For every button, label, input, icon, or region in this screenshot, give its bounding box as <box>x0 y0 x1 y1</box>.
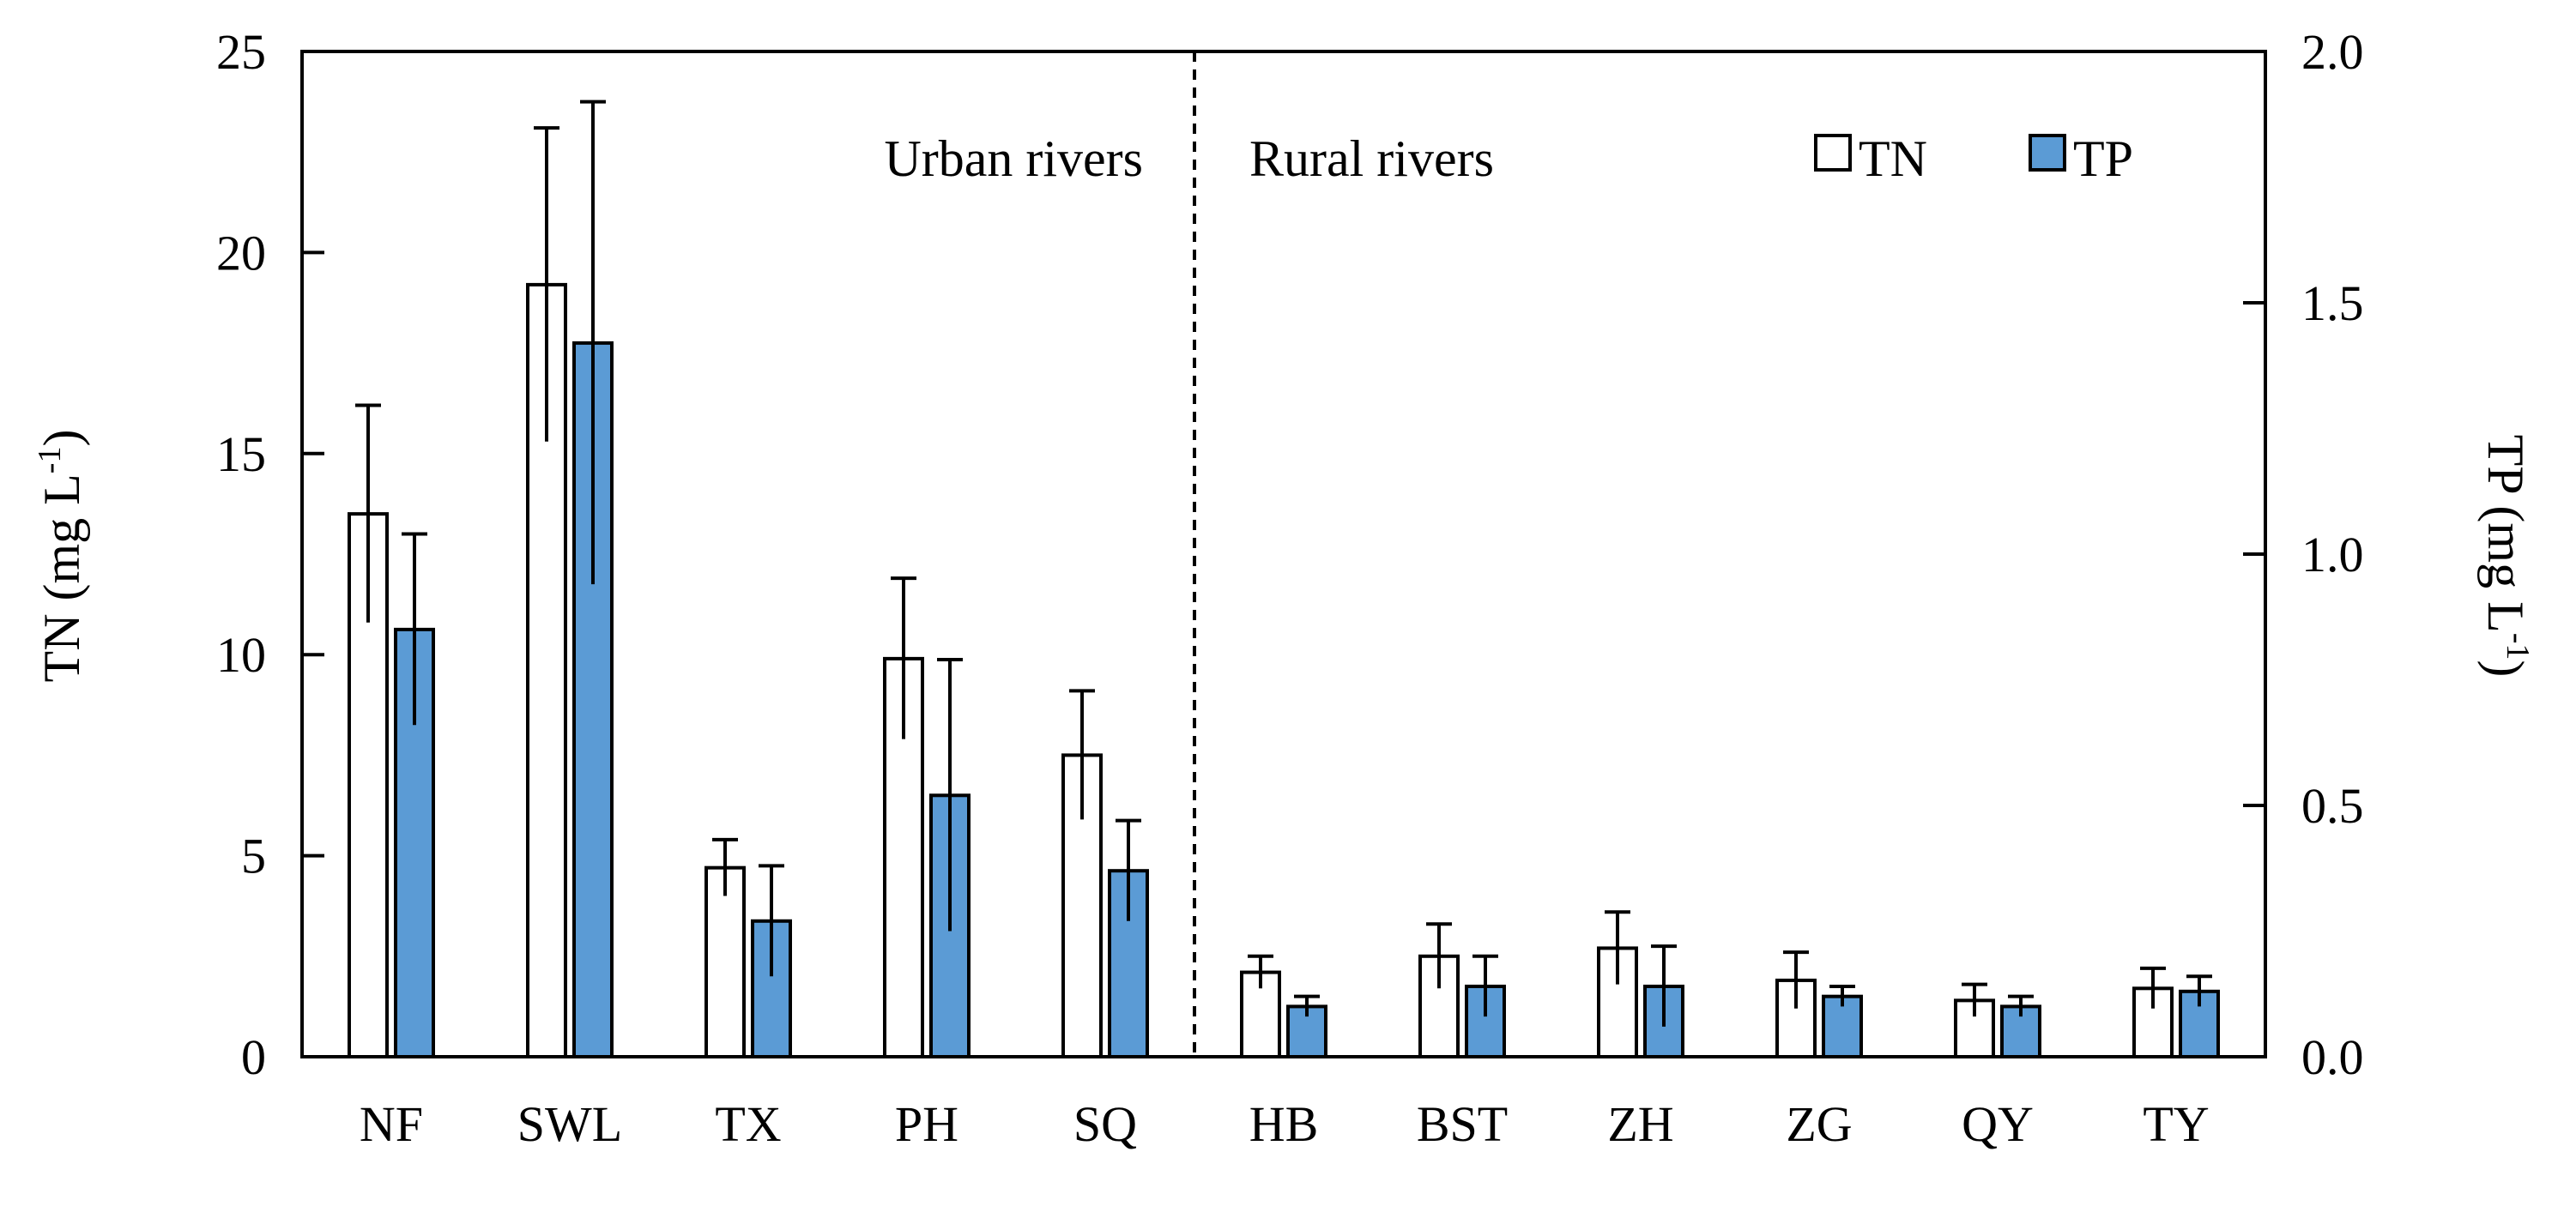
y-right-tick-label-2: 1.0 <box>2301 527 2364 582</box>
legend-swatch-tp <box>2029 134 2066 172</box>
x-tick-label-tx: TX <box>715 1096 781 1152</box>
y-left-tick-label-5: 25 <box>216 24 266 80</box>
y-right-tick-label-3: 1.5 <box>2301 275 2364 331</box>
x-tick-label-zg: ZG <box>1786 1096 1852 1152</box>
y-left-tick-label-2: 10 <box>216 627 266 683</box>
bars-layer <box>348 99 2220 1059</box>
x-tick-label-qy: QY <box>1962 1096 2034 1152</box>
legend-swatch-tn <box>1814 134 1852 172</box>
bar-tp-hb <box>1286 1004 1327 1059</box>
x-tick-label-ty: TY <box>2143 1096 2209 1152</box>
urban-rivers-label: Urban rivers <box>884 130 1143 187</box>
legend: TN TP <box>1814 130 2133 187</box>
y-left-tick-label-3: 15 <box>216 426 266 482</box>
y-right-tick-label-1: 0.5 <box>2301 778 2364 834</box>
x-tick-label-ph: PH <box>895 1096 958 1152</box>
axes-layer: NF SWL TX PH SQ HB BST ZH ZG QY TY 0 5 10 15 20 25 0.0 0.5… <box>216 24 2364 1152</box>
legend-label-tn: TN <box>1859 130 1927 187</box>
x-tick-label-hb: HB <box>1249 1096 1319 1152</box>
x-tick-label-bst: BST <box>1417 1096 1508 1152</box>
rural-rivers-label: Rural rivers <box>1249 130 1494 187</box>
x-tick-label-sq: SQ <box>1073 1096 1137 1152</box>
y-right-axis-title: TP (mg L-1) <box>2477 435 2536 678</box>
bar-tn-sq <box>1061 753 1103 1059</box>
x-tick-label-zh: ZH <box>1607 1096 1673 1152</box>
y-right-tick-label-4: 2.0 <box>2301 24 2364 80</box>
bar-tn-tx <box>704 865 746 1058</box>
bar-tp-sq <box>1108 869 1149 1058</box>
y-left-tick-label-1: 5 <box>241 829 266 884</box>
x-tick-label-swl: SWL <box>517 1096 622 1152</box>
y-left-tick-label-0: 0 <box>241 1029 266 1085</box>
x-tick-label-nf: NF <box>360 1096 423 1152</box>
y-right-tick-label-0: 0.0 <box>2301 1029 2364 1085</box>
bar-tn-swl <box>526 282 567 1058</box>
y-left-axis-title: TN (mg L-1) <box>32 430 90 683</box>
legend-label-tp: TP <box>2073 130 2133 187</box>
y-left-tick-label-4: 20 <box>216 225 266 280</box>
